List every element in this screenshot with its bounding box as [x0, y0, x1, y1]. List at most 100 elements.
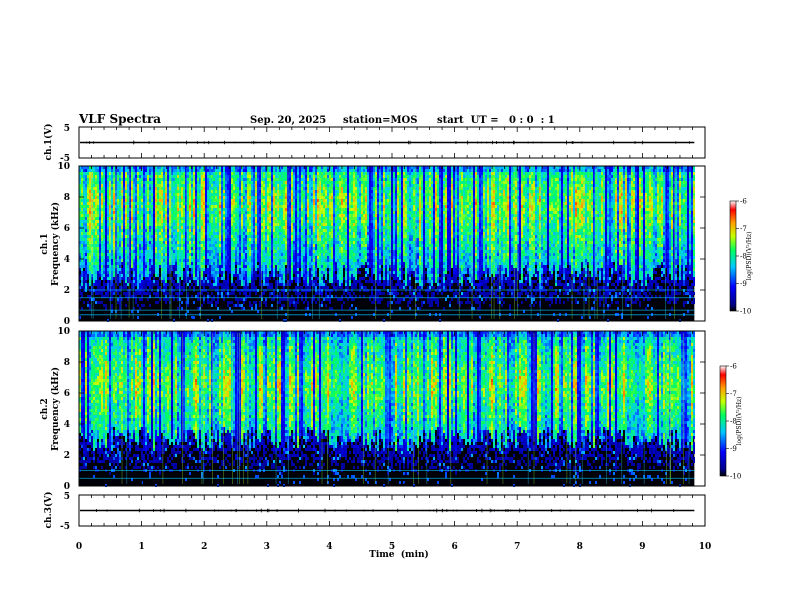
spectrogram-cell: [147, 268, 149, 271]
spectrogram-cell: [149, 238, 151, 241]
spectrogram-cell: [137, 190, 139, 193]
spectrogram-cell: [127, 196, 129, 199]
spectrogram-cell: [111, 253, 113, 256]
spectrogram-cell: [157, 229, 159, 232]
spectrogram-cell: [125, 241, 127, 244]
spectrogram-cell: [83, 172, 85, 175]
spectrogram-cell: [83, 217, 85, 220]
spectrogram-cell: [145, 184, 147, 187]
spectrogram-cell: [163, 220, 165, 223]
spectrogram-cell: [107, 277, 109, 280]
spectrogram-cell: [89, 193, 91, 196]
spectrogram-cell: [125, 223, 127, 226]
spectrogram-cell: [153, 268, 155, 271]
spectrogram-cell: [127, 265, 129, 268]
spectrogram-cell: [135, 262, 137, 265]
spectrogram-cell: [143, 271, 145, 274]
spectrogram-cell: [99, 205, 101, 208]
spectrogram-cell: [147, 190, 149, 193]
spectrogram-cell: [113, 187, 115, 190]
spectrogram-cell: [101, 196, 103, 199]
spectrogram-cell: [131, 196, 133, 199]
spectrogram-cell: [83, 193, 85, 196]
spectrogram-cell: [81, 184, 83, 187]
spectrogram-cell: [125, 235, 127, 238]
spectrogram-cell: [153, 187, 155, 190]
spectrogram-cell: [151, 196, 153, 199]
spectrogram-cell: [155, 172, 157, 175]
spectrogram-cell: [119, 271, 121, 274]
spectrogram-cell: [89, 268, 91, 271]
spectrogram-cell: [139, 277, 141, 280]
spectrogram-cell: [155, 184, 157, 187]
spectrogram-cell: [165, 274, 167, 277]
spectrogram-cell: [155, 280, 157, 283]
spectrogram-cell: [83, 289, 85, 292]
spectrogram-cell: [89, 217, 91, 220]
spectrogram-cell: [119, 241, 121, 244]
spectrogram-cell: [113, 205, 115, 208]
spectrogram-cell: [101, 199, 103, 202]
spectrogram-cell: [135, 247, 137, 250]
spectrogram-cell: [107, 268, 109, 271]
spectrogram-cell: [99, 175, 101, 178]
spectrogram-cell: [107, 286, 109, 289]
spectrogram-cell: [139, 190, 141, 193]
spectrogram-cell: [139, 235, 141, 238]
spectrogram-cell: [139, 205, 141, 208]
spectrogram-cell: [165, 256, 167, 259]
spectrogram-cell: [85, 202, 87, 205]
spectrogram-cell: [83, 205, 85, 208]
spectrogram-cell: [105, 259, 107, 262]
spectrogram-cell: [159, 187, 161, 190]
spectrogram-cell: [117, 265, 119, 268]
spectrogram-cell: [101, 223, 103, 226]
spectrogram-cell: [147, 175, 149, 178]
spectrogram-cell: [151, 274, 153, 277]
spectrogram-cell: [105, 202, 107, 205]
spectrogram-cell: [111, 211, 113, 214]
spectrogram-cell: [99, 247, 101, 250]
spectrogram-cell: [119, 247, 121, 250]
spectrogram-cell: [95, 274, 97, 277]
spectrogram-cell: [97, 235, 99, 238]
spectrogram-cell: [111, 193, 113, 196]
spectrogram-cell: [151, 286, 153, 289]
spectrogram-cell: [147, 283, 149, 286]
spectrogram-cell: [149, 178, 151, 181]
spectrogram-cell: [167, 193, 169, 196]
spectrogram-cell: [143, 250, 145, 253]
spectrogram-cell: [119, 268, 121, 271]
spectrogram-cell: [165, 220, 167, 223]
spectrogram-cell: [123, 292, 125, 295]
spectrogram-cell: [159, 190, 161, 193]
spectrogram-cell: [131, 268, 133, 271]
spectrogram-cell: [149, 193, 151, 196]
spectrogram-cell: [135, 250, 137, 253]
spectrogram-cell: [151, 247, 153, 250]
spectrogram-cell: [141, 265, 143, 268]
spectrogram-cell: [153, 208, 155, 211]
spectrogram-cell: [107, 199, 109, 202]
spectrogram-cell: [85, 259, 87, 262]
spectrogram-cell: [153, 205, 155, 208]
spectrogram-cell: [101, 301, 103, 304]
spectrogram-cell: [143, 175, 145, 178]
spectrogram-cell: [123, 196, 125, 199]
spectrogram-cell: [89, 226, 91, 229]
spectrogram-cell: [83, 283, 85, 286]
spectrogram-cell: [107, 247, 109, 250]
spectrogram-cell: [135, 241, 137, 244]
spectrogram-cell: [99, 274, 101, 277]
spectrogram-cell: [117, 175, 119, 178]
spectrogram-cell: [97, 232, 99, 235]
spectrogram-cell: [97, 280, 99, 283]
spectrogram-cell: [135, 232, 137, 235]
spectrogram-cell: [113, 217, 115, 220]
spectrogram-cell: [149, 262, 151, 265]
ch1-waveform-ylabel: ch.1(V): [43, 124, 54, 161]
spectrogram-cell: [163, 298, 165, 301]
spectrogram-cell: [97, 196, 99, 199]
spectrogram-cell: [149, 199, 151, 202]
spectrogram-cell: [165, 262, 167, 265]
